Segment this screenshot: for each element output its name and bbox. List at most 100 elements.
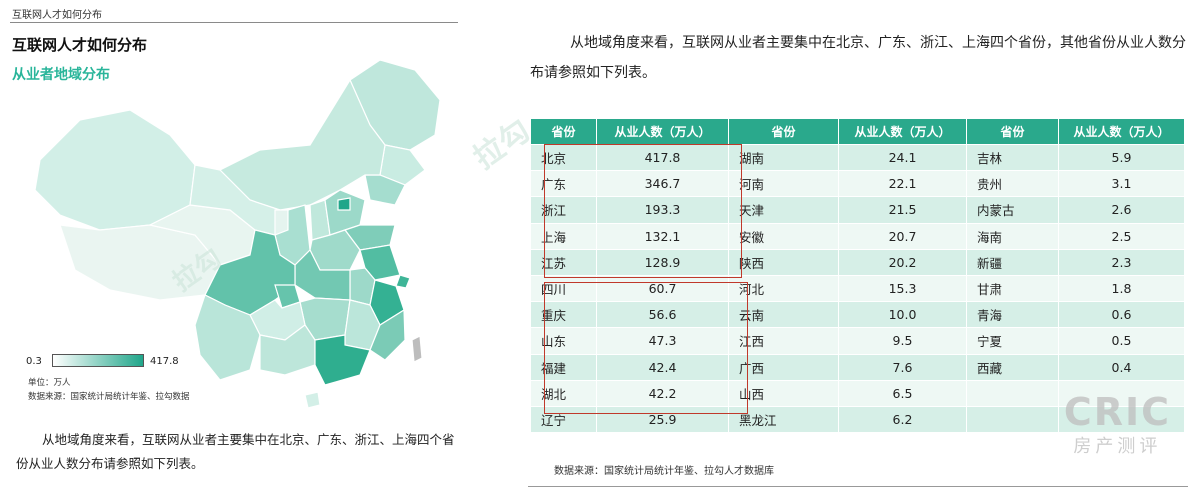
count-cell: 417.8: [596, 143, 729, 172]
count-cell: 128.9: [596, 248, 729, 276]
count-cell: 20.2: [838, 248, 967, 276]
brand-watermark-right: 拉勾: [467, 113, 537, 177]
count-cell: 10.0: [838, 301, 967, 329]
count-cell: 56.6: [596, 301, 729, 329]
doc-title: 互联网人才如何分布: [12, 36, 148, 54]
table-row: 上海 132.1 安徽 20.7 海南 2.5: [530, 222, 1185, 250]
right-page: 从地域角度来看，互联网从业者主要集中在北京、广东、浙江、上海四个省份，其他省份从…: [467, 0, 1199, 495]
province-cell: 内蒙古: [966, 196, 1059, 224]
table-row: 四川 60.7 河北 15.3 甘肃 1.8: [530, 274, 1185, 303]
region-shanghai: [395, 274, 411, 289]
count-cell: 60.7: [596, 274, 729, 303]
province-cell: 安徽: [728, 222, 839, 250]
table-header-row: 省份 从业人数（万人） 省份 从业人数（万人） 省份 从业人数（万人）: [530, 118, 1185, 145]
count-cell: 2.6: [1058, 196, 1185, 224]
count-cell: 22.1: [838, 170, 967, 198]
count-cell: 193.3: [596, 196, 729, 224]
province-cell: [966, 405, 1059, 434]
header-count-1: 从业人数（万人）: [596, 118, 729, 145]
legend-max-label: 417.8: [150, 356, 179, 367]
province-cell: 重庆: [530, 301, 597, 329]
province-cell: 河北: [728, 274, 839, 303]
region-guangdong: [314, 334, 371, 386]
count-cell: 3.1: [1058, 170, 1185, 198]
count-cell: 24.1: [838, 143, 967, 172]
province-cell: 西藏: [966, 353, 1059, 381]
count-cell: 6.5: [838, 379, 967, 407]
province-employment-table: 省份 从业人数（万人） 省份 从业人数（万人） 省份 从业人数（万人） 北京 41…: [530, 118, 1185, 434]
header-count-2: 从业人数（万人）: [838, 118, 967, 145]
count-cell: 20.7: [838, 222, 967, 250]
table-row: 辽宁 25.9 黑龙江 6.2: [530, 405, 1185, 434]
region-hainan: [304, 391, 321, 409]
count-cell: 2.3: [1058, 248, 1185, 276]
table-row: 江苏 128.9 陕西 20.2 新疆 2.3: [530, 248, 1185, 276]
province-cell: 山东: [530, 327, 597, 355]
region-yunnan: [194, 294, 261, 381]
paragraph-right: 从地域角度来看，互联网从业者主要集中在北京、广东、浙江、上海四个省份，其他省份从…: [530, 35, 1186, 81]
region-xinjiang: [34, 109, 196, 231]
province-cell: 陕西: [728, 248, 839, 276]
source-note-left: 数据来源：国家统计局统计年鉴、拉勾数据: [28, 392, 190, 402]
map-title: 从业者地域分布: [12, 67, 110, 83]
cric-logo-subtext: 房产测评: [1073, 436, 1162, 457]
bottom-divider: [528, 486, 1188, 487]
count-cell: 9.5: [838, 327, 967, 355]
left-page: 互联网人才如何分布: [0, 0, 470, 495]
province-cell: 上海: [530, 222, 597, 250]
province-cell: 湖南: [728, 143, 839, 172]
count-cell: 25.9: [596, 405, 729, 434]
region-jiangsu: [359, 244, 401, 281]
source-note-right: 数据来源：国家统计局统计年鉴、拉勾人才数据库: [554, 466, 774, 477]
province-cell: 青海: [966, 301, 1059, 329]
count-cell: 15.3: [838, 274, 967, 303]
province-cell: 黑龙江: [728, 405, 839, 434]
province-cell: 吉林: [966, 143, 1059, 172]
unit-label: 单位：万人: [28, 378, 71, 388]
count-cell: 0.6: [1058, 301, 1185, 329]
province-cell: 广西: [728, 353, 839, 381]
cric-logo-watermark: CRIC 房产测评: [1064, 390, 1171, 458]
count-cell: 0.5: [1058, 327, 1185, 355]
legend-gradient-bar: [52, 354, 144, 367]
table-row: 北京 417.8 湖南 24.1 吉林 5.9: [530, 143, 1185, 172]
count-cell: 1.8: [1058, 274, 1185, 303]
province-cell: 北京: [530, 143, 597, 172]
count-cell: 0.4: [1058, 353, 1185, 381]
table-row: 重庆 56.6 云南 10.0 青海 0.6: [530, 301, 1185, 329]
province-cell: 四川: [530, 274, 597, 303]
table-row: 广东 346.7 河南 22.1 贵州 3.1: [530, 170, 1185, 198]
table-row: 山东 47.3 江西 9.5 宁夏 0.5: [530, 327, 1185, 355]
region-hubei: [294, 248, 351, 301]
province-cell: 贵州: [966, 170, 1059, 198]
province-cell: 江西: [728, 327, 839, 355]
province-cell: 福建: [530, 353, 597, 381]
paragraph-left: 从地域角度来看，互联网从业者主要集中在北京、广东、浙江、上海四个省份从业人数分布…: [16, 432, 455, 471]
count-cell: 346.7: [596, 170, 729, 198]
region-taiwan: [411, 335, 423, 363]
province-cell: 新疆: [966, 248, 1059, 276]
province-cell: 辽宁: [530, 405, 597, 434]
header-province-1: 省份: [530, 118, 597, 145]
count-cell: 42.2: [596, 379, 729, 407]
header-small: 互联网人才如何分布: [12, 10, 102, 21]
region-fujian: [369, 308, 406, 361]
table-row: 浙江 193.3 天津 21.5 内蒙古 2.6: [530, 196, 1185, 224]
count-cell: 47.3: [596, 327, 729, 355]
province-cell: 江苏: [530, 248, 597, 276]
count-cell: [1058, 379, 1185, 407]
count-cell: [1058, 405, 1185, 434]
province-cell: 广东: [530, 170, 597, 198]
count-cell: 2.5: [1058, 222, 1185, 250]
province-cell: 浙江: [530, 196, 597, 224]
header-divider: [10, 22, 458, 23]
count-cell: 7.6: [838, 353, 967, 381]
count-cell: 5.9: [1058, 143, 1185, 172]
region-beijing: [337, 197, 351, 211]
header-province-2: 省份: [728, 118, 839, 145]
count-cell: 132.1: [596, 222, 729, 250]
header-count-3: 从业人数（万人）: [1058, 118, 1185, 145]
cric-logo-text: CRIC: [1063, 390, 1171, 434]
province-cell: 天津: [728, 196, 839, 224]
header-province-3: 省份: [966, 118, 1059, 145]
